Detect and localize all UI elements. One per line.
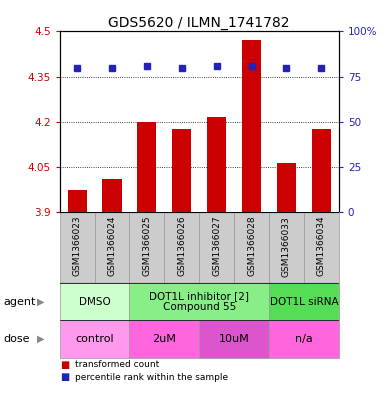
Bar — [129, 212, 164, 283]
Text: GSM1366024: GSM1366024 — [107, 216, 117, 276]
Bar — [60, 320, 129, 358]
Bar — [269, 320, 339, 358]
Text: control: control — [75, 334, 114, 344]
Bar — [129, 320, 199, 358]
Bar — [172, 129, 191, 212]
Bar — [269, 283, 339, 320]
Text: DOT1L inhibitor [2]
Compound 55: DOT1L inhibitor [2] Compound 55 — [149, 291, 249, 312]
Bar — [199, 212, 234, 283]
Bar — [95, 212, 129, 283]
Text: ▶: ▶ — [37, 297, 44, 307]
Text: ▶: ▶ — [37, 334, 44, 344]
Bar — [207, 118, 226, 212]
Bar — [102, 179, 122, 212]
Text: GSM1366026: GSM1366026 — [177, 216, 186, 276]
Text: ■: ■ — [60, 372, 69, 382]
Bar — [199, 320, 269, 358]
Text: percentile rank within the sample: percentile rank within the sample — [75, 373, 228, 382]
Bar — [304, 212, 339, 283]
Bar — [137, 122, 156, 212]
Text: 10uM: 10uM — [219, 334, 249, 344]
Text: DMSO: DMSO — [79, 297, 110, 307]
Bar — [67, 190, 87, 212]
Bar — [269, 212, 304, 283]
Bar — [277, 163, 296, 212]
Text: ■: ■ — [60, 360, 69, 370]
Text: GSM1366033: GSM1366033 — [282, 216, 291, 277]
Bar — [242, 40, 261, 212]
Bar — [312, 129, 331, 212]
Text: GSM1366025: GSM1366025 — [142, 216, 151, 276]
Text: dose: dose — [4, 334, 30, 344]
Bar — [234, 212, 269, 283]
Bar — [60, 283, 129, 320]
Text: DOT1L siRNA: DOT1L siRNA — [270, 297, 338, 307]
Text: 2uM: 2uM — [152, 334, 176, 344]
Bar — [164, 212, 199, 283]
Text: GSM1366028: GSM1366028 — [247, 216, 256, 276]
Text: GSM1366027: GSM1366027 — [212, 216, 221, 276]
Bar — [129, 283, 269, 320]
Bar — [60, 212, 95, 283]
Title: GDS5620 / ILMN_1741782: GDS5620 / ILMN_1741782 — [109, 17, 290, 30]
Text: n/a: n/a — [295, 334, 313, 344]
Text: agent: agent — [4, 297, 36, 307]
Text: transformed count: transformed count — [75, 360, 159, 369]
Text: GSM1366023: GSM1366023 — [73, 216, 82, 276]
Text: GSM1366034: GSM1366034 — [317, 216, 326, 276]
